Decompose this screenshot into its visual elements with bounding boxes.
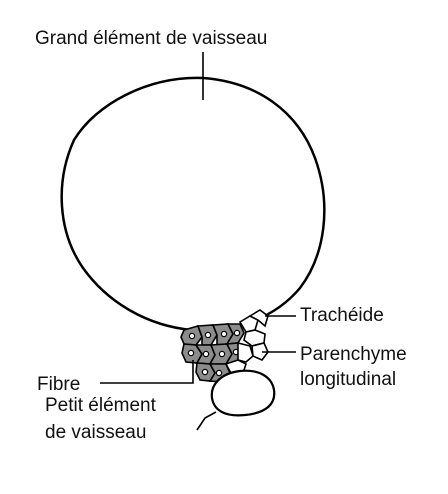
small-vessel-element xyxy=(210,369,276,417)
label-fibre: Fibre xyxy=(37,374,81,395)
leader-fibre xyxy=(100,360,194,384)
label-tracheid: Trachéide xyxy=(300,305,384,326)
leader-lines xyxy=(100,52,296,431)
label-parenchyma-line1: Parenchyme xyxy=(300,344,407,365)
fibre-lumens xyxy=(187,329,241,377)
label-small-vessel-line2: de vaisseau xyxy=(45,422,147,443)
parenchyma-cell xyxy=(237,341,254,363)
parenchyma-cell xyxy=(251,342,269,361)
label-small-vessel-line1: Petit élément xyxy=(45,395,156,416)
label-large-vessel: Grand élément de vaisseau xyxy=(35,28,268,49)
large-vessel-element xyxy=(60,76,326,332)
leader-small-vessel xyxy=(196,411,217,431)
label-parenchyma-line2: longitudinal xyxy=(300,369,397,390)
tracheid-cell xyxy=(238,315,259,333)
tracheid-cell xyxy=(248,309,269,328)
